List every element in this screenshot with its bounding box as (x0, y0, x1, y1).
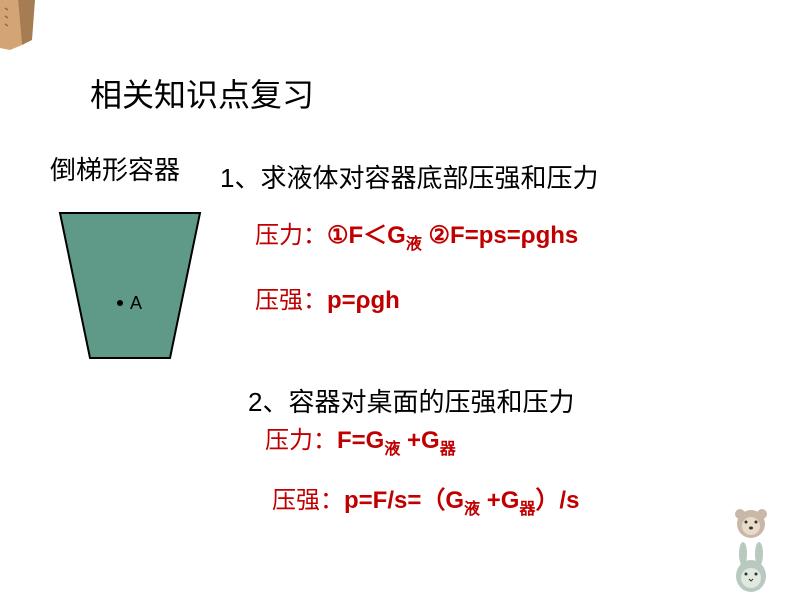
section1-force: 压力：①F＜G液 ②F=ps=ρghs (255, 215, 578, 254)
corner-decoration-br (726, 506, 776, 596)
container-diagram: A (55, 208, 205, 368)
pressure-label-1: 压强： (255, 287, 327, 314)
pressure-formula-2c: ）/s (535, 487, 579, 514)
force-sub-2a: 液 (384, 441, 400, 458)
force-formula-1b: ②F=ps=ρghs (422, 222, 578, 249)
pressure-sub-2a: 液 (464, 501, 480, 518)
section1-pressure: 压强：p=ρgh (255, 280, 400, 315)
force-formula-1a: ①F＜G (327, 222, 406, 249)
force-formula-2b: +G (400, 427, 439, 454)
pressure-formula-2b: +G (480, 487, 519, 514)
point-label: A (130, 293, 142, 313)
force-label-1: 压力： (255, 222, 327, 249)
corner-decoration-tl (0, 0, 40, 55)
pressure-label-2: 压强： (272, 487, 344, 514)
force-sub-2b: 器 (440, 441, 456, 458)
force-formula-2a: F=G (337, 427, 384, 454)
section2-pressure: 压强：p=F/s=（G液 +G器）/s (272, 480, 579, 519)
question-2-heading: 2、容器对桌面的压强和压力 (248, 382, 574, 419)
question-1-heading: 1、求液体对容器底部压强和压力 (220, 158, 598, 195)
pressure-sub-2b: 器 (519, 501, 535, 518)
container-type-label: 倒梯形容器 (50, 150, 180, 187)
page-title: 相关知识点复习 (90, 70, 314, 116)
force-label-2: 压力： (265, 427, 337, 454)
pressure-formula-1: p=ρgh (327, 287, 400, 314)
section2-force: 压力：F=G液 +G器 (265, 420, 456, 459)
force-sub-1: 液 (406, 236, 422, 253)
pressure-formula-2a: p=F/s=（G (344, 487, 464, 514)
